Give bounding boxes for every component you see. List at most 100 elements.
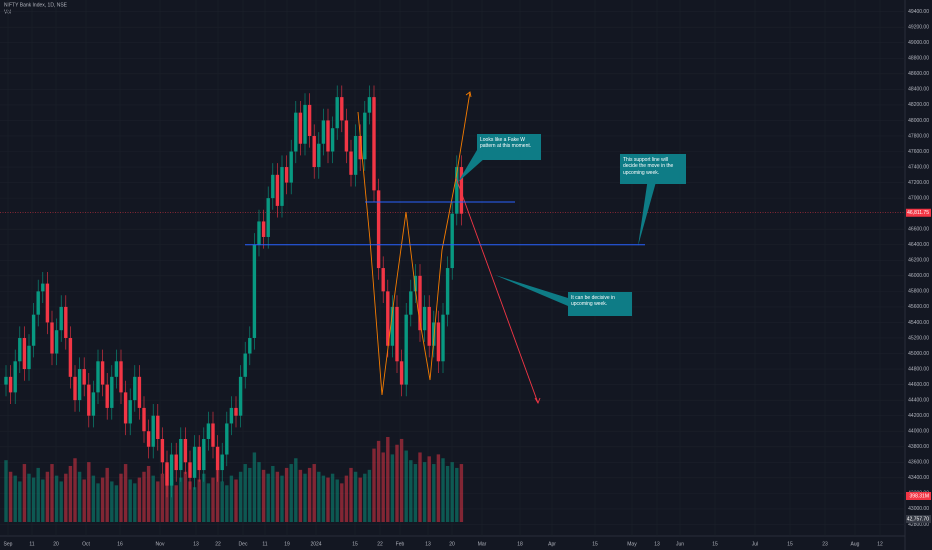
candle-body	[13, 361, 17, 393]
candle-body	[206, 423, 211, 439]
volume-bar	[27, 473, 31, 522]
volume-bar	[317, 471, 321, 522]
bottom-tag-label: 42,757.70	[907, 516, 929, 522]
x-tick-label: 11	[262, 541, 267, 547]
y-tick-label: 44400.00	[908, 397, 929, 403]
candle-body	[165, 462, 169, 486]
y-tick-label: 44000.00	[908, 429, 929, 435]
volume-bar	[133, 483, 137, 522]
x-tick-label: Aug	[851, 541, 860, 547]
annotation-text: This support line will decide the move i…	[620, 154, 686, 184]
volume-bar	[123, 464, 128, 522]
candle-body	[64, 306, 68, 338]
x-tick-label: Dec	[239, 541, 248, 547]
candle-body	[229, 407, 234, 424]
candle-body	[197, 446, 201, 471]
annotation-box: It can be decisive in upcoming week.	[568, 292, 632, 316]
volume-bar	[441, 458, 445, 522]
volume-bar	[128, 479, 132, 522]
candle-body	[266, 198, 270, 237]
volume-bar	[54, 475, 59, 522]
volume-bar	[261, 469, 266, 522]
candle-body	[326, 120, 330, 152]
candle-body	[450, 213, 454, 269]
candle-body	[441, 314, 445, 362]
candle-body	[284, 167, 289, 183]
x-tick-label: Oct	[82, 541, 90, 547]
y-tick-label: 48000.00	[908, 118, 929, 124]
candle-body	[110, 376, 114, 408]
y-tick-label: 44200.00	[908, 413, 929, 419]
candle-body	[73, 376, 77, 401]
candle-body	[59, 306, 63, 331]
candle-body	[248, 337, 252, 354]
y-tick-label: 48600.00	[908, 71, 929, 77]
volume-bar	[349, 467, 353, 522]
x-tick-label: Nov	[156, 541, 165, 547]
trend-arrow-down	[455, 177, 539, 404]
candle-body	[395, 306, 399, 362]
x-tick-label: 15	[712, 541, 718, 547]
candle-body	[133, 376, 137, 401]
chart-title: NIFTY Bank Index, 1D, NSE	[4, 2, 68, 8]
candle-body	[8, 376, 13, 393]
candle-body	[174, 454, 178, 471]
candle-body	[137, 376, 142, 408]
candle-body	[77, 369, 82, 401]
x-tick-label: Sep	[4, 541, 13, 547]
x-tick-label: Apr	[548, 541, 556, 547]
candle-body	[188, 462, 192, 478]
y-tick-label: 44600.00	[908, 382, 929, 388]
volume-bar	[321, 475, 326, 522]
candle-body	[413, 275, 418, 292]
volume-bar	[82, 479, 86, 522]
candle-body	[91, 392, 96, 416]
x-tick-label: 20	[449, 541, 455, 547]
w-pattern-line	[357, 111, 457, 396]
volume-bar	[271, 465, 275, 522]
candle-body	[31, 314, 36, 346]
y-tick-label: 45200.00	[908, 335, 929, 341]
x-tick-label: 22	[215, 541, 221, 547]
volume-bar	[353, 471, 358, 522]
candle-body	[54, 330, 59, 354]
callout-pointer	[495, 275, 568, 306]
volume-bar	[335, 479, 339, 522]
volume-bar	[64, 473, 68, 522]
candle-body	[344, 120, 349, 152]
candle-body	[312, 135, 316, 168]
volume-bar	[340, 483, 344, 522]
volume-bar	[197, 479, 201, 522]
candle-body	[353, 135, 358, 175]
volume-bar	[395, 444, 399, 522]
y-tick-label: 43800.00	[908, 444, 929, 450]
volume-bar	[234, 479, 238, 522]
volume-bar	[169, 479, 174, 522]
candle-body	[358, 135, 362, 160]
candle-body	[82, 369, 86, 385]
candle-body	[169, 454, 174, 486]
volume-bar	[50, 464, 54, 522]
last-price-label: 46,811.75	[907, 210, 929, 216]
y-tick-label: 49400.00	[908, 9, 929, 15]
x-tick-label: May	[627, 541, 637, 547]
candle-body	[422, 306, 427, 331]
candle-body	[183, 438, 188, 463]
volume-bar	[13, 475, 17, 522]
volume-tag-label: 398.31M	[910, 493, 929, 499]
volume-bar	[192, 487, 197, 522]
volume-bar	[248, 467, 252, 522]
y-tick-label: 46400.00	[908, 242, 929, 248]
candle-body	[363, 112, 367, 160]
candle-body	[257, 221, 261, 245]
volume-bar	[59, 481, 63, 522]
volume-bar	[409, 460, 413, 522]
x-tick-label: Jun	[676, 541, 684, 547]
candle-body	[96, 361, 100, 393]
volume-bar	[344, 475, 349, 522]
volume-bars	[4, 437, 464, 522]
volume-bar	[174, 485, 178, 522]
candle-body	[261, 221, 266, 237]
arrow-head	[534, 397, 541, 405]
